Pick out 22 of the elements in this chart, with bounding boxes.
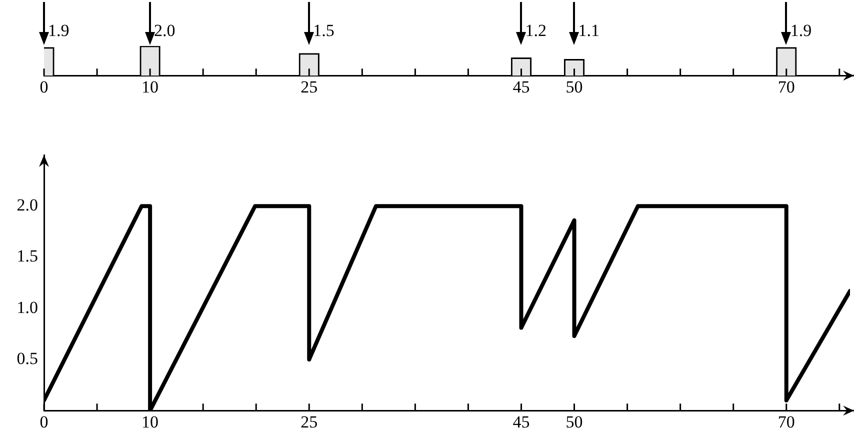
y-tick-label: 1.0 <box>16 298 38 317</box>
y-tick-label: 2.0 <box>16 196 38 215</box>
data-label: 1.5 <box>313 21 334 40</box>
x-tick-label: 70 <box>778 412 795 432</box>
x-tick-label: 25 <box>300 412 318 432</box>
data-label: 1.2 <box>525 21 546 40</box>
x-tick-label: 70 <box>778 77 795 96</box>
x-tick-label: 0 <box>40 77 48 96</box>
x-tick-label: 45 <box>512 77 530 96</box>
data-label: 2.0 <box>154 21 176 40</box>
x-tick-label: 10 <box>142 412 159 432</box>
x-tick-label: 50 <box>566 77 583 96</box>
data-label: 1.9 <box>790 21 812 40</box>
x-tick-label: 10 <box>142 77 159 96</box>
x-tick-label: 25 <box>300 77 318 96</box>
x-tick-label: 50 <box>566 412 583 432</box>
x-tick-label: 45 <box>512 412 530 432</box>
x-tick-label: 0 <box>40 412 48 432</box>
y-tick-label: 1.5 <box>16 246 38 266</box>
data-label: 1.9 <box>48 21 70 40</box>
y-tick-label: 0.5 <box>16 348 38 368</box>
data-label: 1.1 <box>578 21 600 40</box>
